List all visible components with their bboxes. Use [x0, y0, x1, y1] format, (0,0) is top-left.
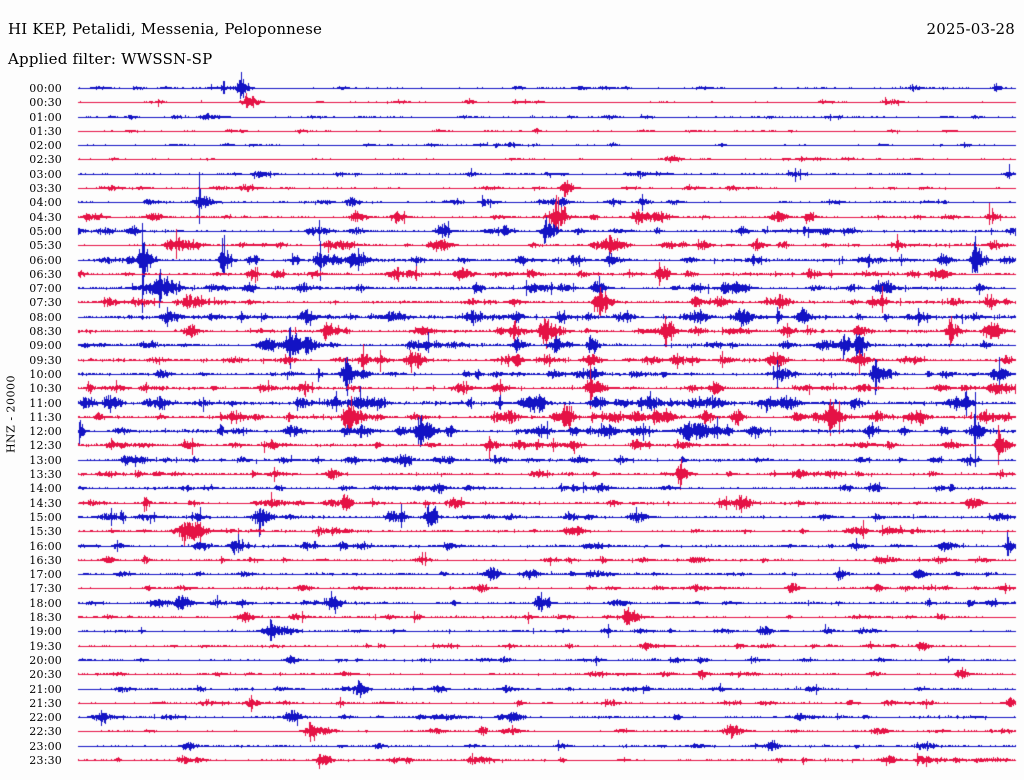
time-label: 17:00: [29, 568, 62, 581]
time-label: 19:00: [29, 625, 62, 638]
time-label: 00:00: [29, 82, 62, 95]
time-label: 11:00: [29, 397, 62, 410]
time-label: 12:30: [29, 439, 62, 452]
time-label: 06:00: [29, 254, 62, 267]
time-label: 17:30: [29, 582, 62, 595]
date-label: 2025-03-28: [926, 20, 1015, 38]
time-label: 01:00: [29, 111, 62, 124]
filter-label: Applied filter: WWSSN-SP: [8, 50, 213, 68]
time-label: 20:00: [29, 654, 62, 667]
time-label: 12:00: [29, 425, 62, 438]
time-label: 20:30: [29, 668, 62, 681]
time-label: 11:30: [29, 411, 62, 424]
time-label: 09:00: [29, 339, 62, 352]
time-label: 02:00: [29, 139, 62, 152]
time-label: 08:00: [29, 311, 62, 324]
time-label: 16:30: [29, 554, 62, 567]
time-label: 05:30: [29, 239, 62, 252]
time-label: 07:30: [29, 296, 62, 309]
time-label: 04:30: [29, 211, 62, 224]
time-label: 09:30: [29, 354, 62, 367]
time-label: 03:30: [29, 182, 62, 195]
time-label: 15:00: [29, 511, 62, 524]
time-label: 23:30: [29, 754, 62, 767]
time-label: 15:30: [29, 525, 62, 538]
time-label: 14:00: [29, 482, 62, 495]
time-label: 08:30: [29, 325, 62, 338]
time-label: 00:30: [29, 96, 62, 109]
time-label: 06:30: [29, 268, 62, 281]
time-label: 22:00: [29, 711, 62, 724]
time-label: 22:30: [29, 725, 62, 738]
time-label: 21:00: [29, 683, 62, 696]
time-label: 23:00: [29, 740, 62, 753]
time-label: 18:00: [29, 597, 62, 610]
time-label: 07:00: [29, 282, 62, 295]
time-label: 21:30: [29, 697, 62, 710]
time-label: 04:00: [29, 196, 62, 209]
time-label: 01:30: [29, 125, 62, 138]
time-label: 13:30: [29, 468, 62, 481]
time-label: 18:30: [29, 611, 62, 624]
time-label: 10:30: [29, 382, 62, 395]
time-label: 10:00: [29, 368, 62, 381]
time-label: 05:00: [29, 225, 62, 238]
time-label: 02:30: [29, 153, 62, 166]
time-label: 14:30: [29, 497, 62, 510]
time-label: 16:00: [29, 540, 62, 553]
page-title: HI KEP, Petalidi, Messenia, Peloponnese: [8, 20, 323, 38]
time-label: 03:00: [29, 168, 62, 181]
time-label: 19:30: [29, 640, 62, 653]
time-label: 13:00: [29, 454, 62, 467]
